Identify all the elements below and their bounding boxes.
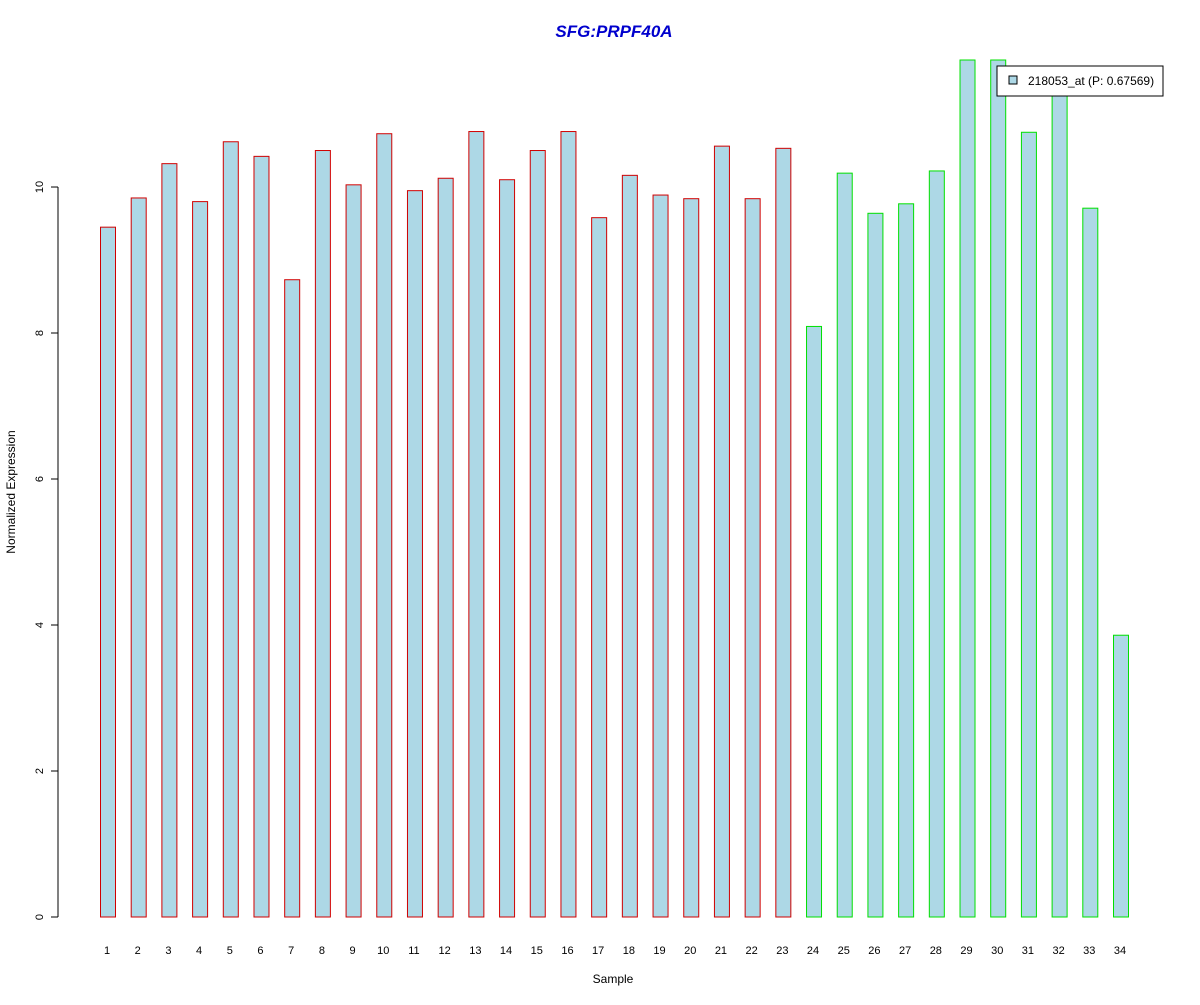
x-tick-label: 24 xyxy=(807,945,819,957)
bar-sample-1 xyxy=(100,226,116,918)
bar-sample-24 xyxy=(806,325,823,918)
x-tick-label: 6 xyxy=(257,945,263,957)
bar-sample-16 xyxy=(560,131,577,918)
bar-sample-33 xyxy=(1082,207,1099,918)
bar-sample-10 xyxy=(376,133,393,918)
x-tick-label: 30 xyxy=(991,945,1003,957)
bar-sample-14 xyxy=(499,179,516,918)
legend-box xyxy=(996,65,1164,97)
bar-sample-31 xyxy=(1020,131,1037,918)
x-tick-label: 17 xyxy=(592,945,604,957)
x-tick-label: 14 xyxy=(500,945,512,957)
bar-sample-26 xyxy=(867,212,884,918)
y-tick-label: 2 xyxy=(34,768,46,774)
x-tick-label: 32 xyxy=(1052,945,1064,957)
bar-sample-15 xyxy=(529,150,546,918)
y-tick-label: 6 xyxy=(34,476,46,482)
chart-title: SFG:PRPF40A xyxy=(555,22,672,41)
bar-sample-27 xyxy=(898,203,915,918)
legend-label: 218053_at (P: 0.67569) xyxy=(1028,74,1154,88)
bar-sample-8 xyxy=(314,150,331,918)
bar-sample-2 xyxy=(130,197,147,918)
bar-sample-4 xyxy=(192,201,209,918)
x-tick-label: 21 xyxy=(715,945,727,957)
bar-sample-5 xyxy=(222,141,239,918)
y-axis: 0 2 4 6 8 10 xyxy=(34,181,59,920)
x-tick-label: 13 xyxy=(469,945,481,957)
x-tick-label: 22 xyxy=(746,945,758,957)
legend-swatch xyxy=(1008,75,1018,85)
bar-sample-3 xyxy=(161,163,178,918)
x-tick-label: 19 xyxy=(653,945,665,957)
x-tick-label: 27 xyxy=(899,945,911,957)
bar-sample-29 xyxy=(959,59,976,918)
x-tick-label: 18 xyxy=(623,945,635,957)
bar-sample-23 xyxy=(775,147,792,918)
x-tick-label: 33 xyxy=(1083,945,1095,957)
bar-sample-7 xyxy=(284,279,301,918)
bar-sample-12 xyxy=(437,177,454,918)
bar-sample-9 xyxy=(345,184,362,918)
bar-sample-6 xyxy=(253,155,270,918)
bar-sample-18 xyxy=(621,174,638,918)
bar-sample-13 xyxy=(468,131,485,918)
y-axis-label: Normalized Expression xyxy=(4,430,18,553)
x-tick-label: 8 xyxy=(319,945,325,957)
bar-sample-11 xyxy=(406,190,423,918)
x-tick-label: 29 xyxy=(960,945,972,957)
bars-group xyxy=(100,59,1129,918)
y-tick-label: 8 xyxy=(34,330,46,336)
bar-sample-32 xyxy=(1051,91,1068,918)
x-tick-label: 28 xyxy=(930,945,942,957)
x-tick-label: 34 xyxy=(1114,945,1126,957)
bar-sample-22 xyxy=(744,198,761,918)
x-tick-labels: 1 2 3 4 5 6 7 8 9 10 11 12 13 14 15 16 17 18 19 20 21 22 23 24 2… xyxy=(104,945,1126,957)
x-tick-label: 25 xyxy=(838,945,850,957)
bar-sample-25 xyxy=(836,172,853,918)
x-tick-label: 31 xyxy=(1022,945,1034,957)
bar-sample-17 xyxy=(591,217,608,918)
x-axis-label: Sample xyxy=(593,972,634,986)
x-tick-label: 1 xyxy=(104,945,110,957)
bar-sample-30 xyxy=(990,59,1007,918)
bar-sample-20 xyxy=(683,198,700,918)
legend: 218053_at (P: 0.67569) xyxy=(996,65,1164,97)
bar-sample-21 xyxy=(713,145,730,918)
bar-sample-28 xyxy=(928,170,945,918)
x-tick-label: 5 xyxy=(227,945,233,957)
y-tick-label: 4 xyxy=(34,622,46,628)
x-tick-label: 15 xyxy=(531,945,543,957)
x-tick-label: 7 xyxy=(288,945,294,957)
x-tick-label: 12 xyxy=(439,945,451,957)
bar-sample-19 xyxy=(652,194,669,918)
x-tick-label: 23 xyxy=(776,945,788,957)
bar-sample-34 xyxy=(1113,634,1129,918)
y-tick-label: 10 xyxy=(34,181,46,193)
x-tick-label: 10 xyxy=(377,945,389,957)
x-tick-label: 11 xyxy=(408,945,419,957)
x-tick-label: 16 xyxy=(561,945,573,957)
x-tick-label: 3 xyxy=(165,945,171,957)
x-tick-label: 4 xyxy=(196,945,202,957)
x-tick-label: 2 xyxy=(135,945,141,957)
x-tick-label: 20 xyxy=(684,945,696,957)
y-tick-label: 0 xyxy=(34,914,46,920)
x-tick-label: 9 xyxy=(350,945,356,957)
x-tick-label: 26 xyxy=(868,945,880,957)
